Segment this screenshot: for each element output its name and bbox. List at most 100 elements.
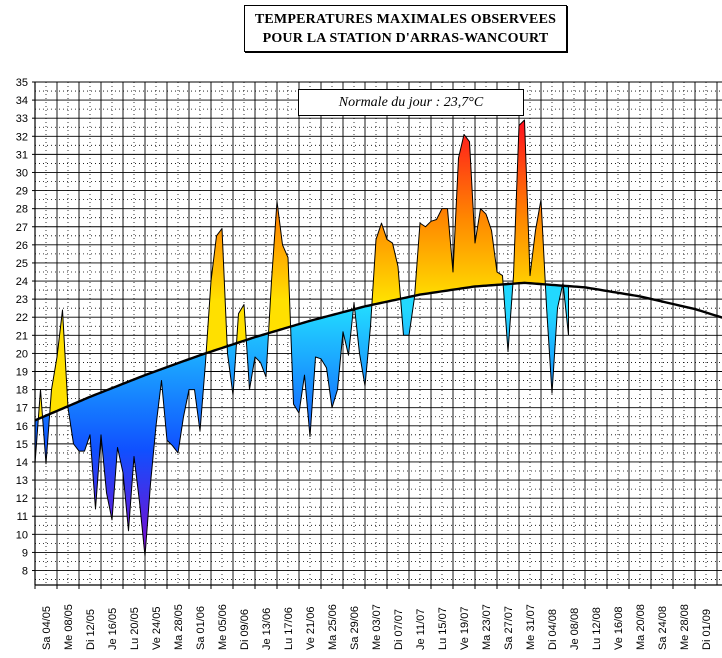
x-tick-label: Lu 20/05 [129, 607, 141, 650]
y-tick-label: 15 [16, 439, 28, 451]
y-tick-label: 24 [16, 276, 28, 288]
warm-anomaly-fill [535, 199, 541, 285]
x-tick-label: Ma 23/07 [481, 604, 493, 650]
y-tick-label: 12 [16, 493, 28, 505]
y-tick-label: 11 [17, 511, 28, 523]
cold-anomaly-fill [326, 315, 332, 408]
y-tick-label: 19 [16, 367, 28, 379]
x-tick-label: Me 03/07 [371, 604, 383, 650]
x-tick-label: Me 08/05 [63, 604, 75, 650]
cold-anomaly-fill [293, 324, 299, 414]
cold-anomaly-fill [134, 377, 140, 502]
cold-anomaly-fill [183, 359, 189, 417]
cold-anomaly-fill [299, 322, 305, 414]
x-tick-label: Me 31/07 [525, 604, 537, 650]
x-tick-label: Lu 12/08 [591, 607, 603, 650]
warm-anomaly-fill [519, 120, 525, 284]
y-tick-label: 25 [16, 258, 28, 270]
cold-anomaly-fill [403, 296, 409, 336]
cold-anomaly-fill [255, 335, 261, 363]
warm-anomaly-fill [486, 214, 492, 286]
cold-anomaly-fill [249, 337, 255, 390]
cold-anomaly-fill [172, 363, 178, 453]
x-tick-label: Ve 24/05 [151, 607, 163, 650]
y-tick-label: 33 [16, 113, 28, 125]
cold-anomaly-fill [189, 357, 195, 390]
x-tick-label: Di 07/07 [393, 609, 405, 650]
x-tick-label: Ve 21/06 [305, 607, 317, 650]
x-tick-label: Ve 16/08 [613, 607, 625, 650]
cold-anomaly-fill [106, 388, 112, 520]
warm-anomaly-fill [277, 201, 283, 331]
x-tick-label: Je 16/05 [107, 608, 119, 650]
x-tick-label: Sa 01/06 [195, 606, 207, 650]
warm-anomaly-fill [381, 223, 387, 303]
warm-anomaly-fill [57, 309, 63, 411]
cold-anomaly-fill [178, 361, 184, 453]
warm-anomaly-fill [51, 357, 57, 414]
warm-anomaly-fill [469, 141, 475, 288]
x-tick-label: Sa 29/06 [349, 606, 361, 650]
y-tick-label: 9 [22, 547, 28, 559]
y-tick-label: 30 [16, 167, 28, 179]
y-tick-label: 23 [16, 294, 28, 306]
warm-anomaly-fill [282, 244, 288, 329]
warm-anomaly-fill [211, 235, 217, 352]
y-tick-label: 8 [22, 566, 28, 578]
warm-anomaly-fill [238, 304, 244, 343]
x-tick-label: Ma 28/05 [173, 604, 185, 650]
x-tick-label: Je 08/08 [569, 608, 581, 650]
chart-title-box: TEMPERATURES MAXIMALES OBSERVEES POUR LA… [244, 5, 567, 52]
cold-anomaly-fill [315, 317, 321, 359]
cold-anomaly-fill [150, 371, 156, 484]
warm-anomaly-fill [475, 208, 481, 287]
x-tick-label: Sa 24/08 [657, 606, 669, 650]
normal-temperature-line [35, 281, 722, 422]
y-tick-label: 16 [16, 421, 28, 433]
y-tick-label: 18 [16, 385, 28, 397]
y-tick-label: 22 [16, 312, 28, 324]
warm-anomaly-fill [387, 239, 393, 302]
x-tick-label: Me 28/08 [679, 604, 691, 650]
cold-anomaly-fill [117, 383, 123, 473]
x-tick-label: Ma 25/06 [327, 604, 339, 650]
y-tick-label: 32 [16, 131, 28, 143]
cold-anomaly-fill [79, 399, 85, 452]
warm-anomaly-fill [458, 134, 464, 289]
cold-anomaly-fill [128, 379, 134, 531]
warm-anomaly-fill [431, 219, 437, 293]
x-tick-label: Di 12/05 [85, 609, 97, 650]
normal-annotation-text: Normale du jour : 23,7°C [338, 95, 484, 110]
cold-anomaly-fill [359, 306, 365, 386]
cold-anomaly-fill [101, 390, 107, 493]
cold-anomaly-fill [73, 401, 79, 452]
x-tick-label: Sa 27/07 [503, 606, 515, 650]
x-tick-label: Di 01/09 [701, 609, 713, 650]
warm-anomaly-fill [420, 223, 426, 295]
observed-temperature-line [35, 119, 569, 557]
y-tick-label: 28 [16, 204, 28, 216]
cold-anomaly-fill [343, 310, 349, 356]
warm-anomaly-fill [271, 201, 277, 333]
line-layer [35, 119, 722, 557]
cold-anomaly-fill [123, 381, 129, 531]
y-tick-label: 35 [16, 77, 28, 89]
x-tick-label: Je 11/07 [415, 609, 427, 650]
y-tick-label: 27 [16, 222, 28, 234]
cold-anomaly-fill [90, 394, 96, 510]
x-tick-label: Lu 15/07 [437, 607, 449, 650]
warm-anomaly-fill [436, 208, 442, 293]
cold-anomaly-fill [194, 355, 200, 432]
cold-anomaly-fill [304, 320, 310, 437]
y-tick-label: 31 [16, 149, 28, 161]
chart-title-line-1: TEMPERATURES MAXIMALES OBSERVEES [254, 12, 557, 27]
x-tick-label: Lu 17/06 [283, 607, 295, 650]
cold-anomaly-fill [167, 365, 173, 446]
cold-anomaly-fill [310, 319, 316, 437]
warm-anomaly-fill [480, 208, 486, 287]
warm-anomaly-fill [376, 223, 382, 305]
x-tick-label: Ve 19/07 [459, 607, 471, 650]
cold-anomaly-fill [112, 385, 118, 520]
cold-anomaly-fill [95, 392, 101, 510]
y-tick-label: 10 [16, 529, 28, 541]
